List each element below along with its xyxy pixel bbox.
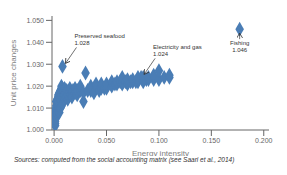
svg-text:1.020: 1.020: [26, 83, 44, 90]
html-text:Sources: computed from the soc: Sources: computed from the social accoun…: [14, 156, 235, 163]
svg-text:0.000: 0.000: [45, 137, 63, 144]
svg-text:Preserved seafood1.028: Preserved seafood1.028: [74, 33, 124, 46]
svg-text:Unit price changes: Unit price changes: [9, 40, 18, 106]
svg-text:Electricity and gas1.024: Electricity and gas1.024: [153, 44, 202, 57]
svg-text:1.050: 1.050: [26, 17, 44, 24]
svg-text:1.000: 1.000: [26, 126, 44, 133]
svg-text:1.030: 1.030: [26, 61, 44, 68]
svg-text:1.010: 1.010: [26, 105, 44, 112]
svg-text:Fishing1.046: Fishing1.046: [230, 40, 249, 53]
svg-text:0.200: 0.200: [255, 137, 273, 144]
svg-text:0.100: 0.100: [150, 137, 168, 144]
svg-text:1.040: 1.040: [26, 39, 44, 46]
svg-text:0.150: 0.150: [203, 137, 221, 144]
svg-text:0.050: 0.050: [98, 137, 116, 144]
svg-text:Energy intensity: Energy intensity: [132, 149, 189, 156]
